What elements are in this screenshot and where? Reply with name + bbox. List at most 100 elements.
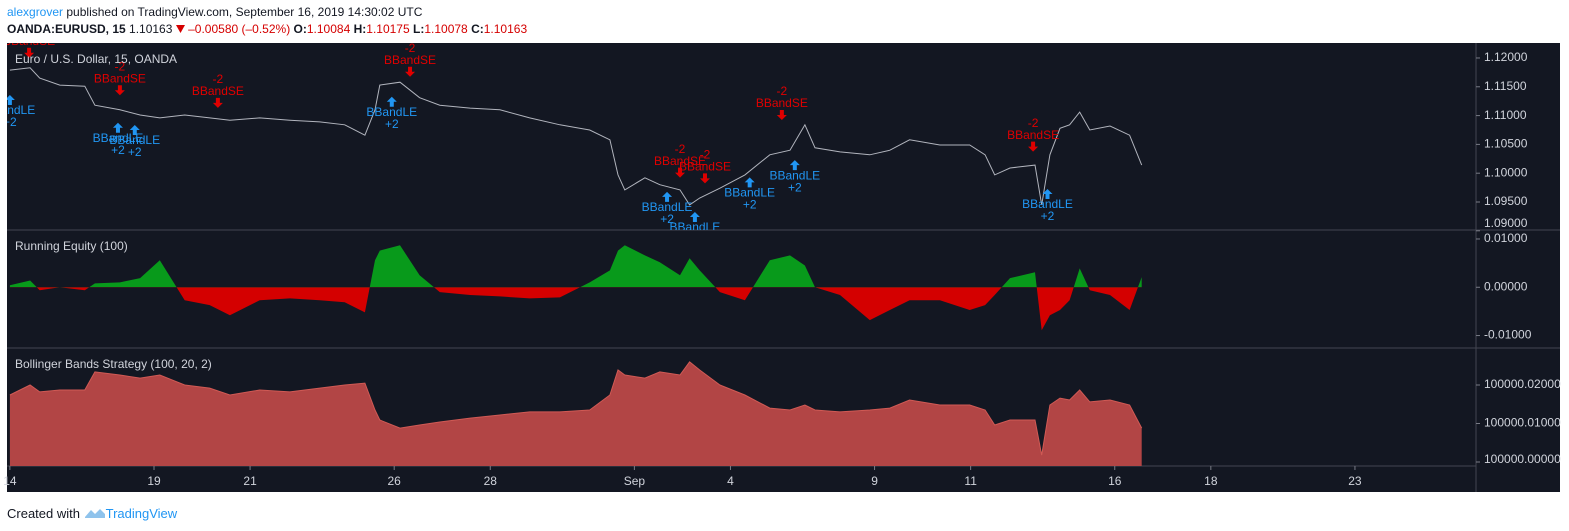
signal-qty: +2 <box>743 198 757 212</box>
signal-label: BBandLE <box>109 133 160 147</box>
y-tick-label: 1.11000 <box>1484 108 1527 122</box>
pane: BBandLE+2BBandSE-2BBandLE+2BBandSE-2BBan… <box>0 22 1143 234</box>
signal-arrow <box>675 167 686 178</box>
open: 1.10084 <box>306 22 351 36</box>
equity-negative-area <box>9 287 1142 331</box>
signal-arrow <box>1042 188 1053 199</box>
close: 1.10163 <box>483 22 528 36</box>
signal-qty: -2 <box>213 72 224 86</box>
signal-qty: +2 <box>1041 209 1055 223</box>
y-tick-label: 1.12000 <box>1484 50 1528 64</box>
price-line <box>9 67 1143 206</box>
signal-arrow <box>699 173 710 184</box>
signal-qty: +2 <box>660 212 674 226</box>
y-tick-label: 100000.00000 <box>1484 452 1561 466</box>
signal-qty: -2 <box>115 59 126 73</box>
signal-qty: -2 <box>405 41 416 55</box>
signal-arrow <box>212 97 223 108</box>
signal-arrow <box>789 160 800 171</box>
low-label: L: <box>413 22 425 36</box>
y-tick-label: 0.01000 <box>1484 231 1528 245</box>
x-tick-label: 23 <box>1348 474 1362 488</box>
x-tick-label: 4 <box>727 474 734 488</box>
signal-qty: -2 <box>700 148 711 162</box>
publish-line: alexgrover published on TradingView.com,… <box>7 5 422 19</box>
x-tick-label: 9 <box>871 474 878 488</box>
signal-arrow <box>662 191 673 202</box>
x-tick-label: 26 <box>388 474 402 488</box>
signal-arrow <box>776 109 787 120</box>
signal-arrow <box>1028 141 1039 152</box>
signal-arrow <box>386 96 397 107</box>
signal-qty: -2 <box>777 84 788 98</box>
symbol: OANDA:EURUSD, 15 <box>7 22 126 36</box>
signal-arrow <box>112 122 123 133</box>
signal-label: BBandSE <box>3 34 55 48</box>
x-tick-label: 11 <box>964 474 977 488</box>
tv-logo <box>84 509 105 518</box>
signal-label: BBandSE <box>679 160 731 174</box>
signal-qty: +2 <box>385 117 399 131</box>
signal-label: BBandSE <box>94 71 146 85</box>
signal-label: BBandSE <box>654 154 706 168</box>
signal-qty: +2 <box>128 145 142 159</box>
published-text: published on TradingView.com, September … <box>66 5 423 19</box>
signal-qty: +2 <box>3 115 17 129</box>
pane <box>9 361 1143 466</box>
signal-label: BBandSE <box>192 84 244 98</box>
last: 1.10163 <box>129 22 173 36</box>
signal-arrow <box>7 95 15 106</box>
signal-arrow <box>24 47 35 58</box>
signal-label: BBandLE <box>0 103 35 117</box>
chart: BBandLE+2BBandSE-2BBandLE+2BBandSE-2BBan… <box>0 22 1561 492</box>
signal-label: BBandLE <box>366 105 417 119</box>
signal-arrow <box>129 125 140 136</box>
pane-title: Bollinger Bands Strategy (100, 20, 2) <box>15 357 212 371</box>
user-link[interactable]: alexgrover <box>7 5 64 19</box>
equity-positive-area <box>9 245 1142 288</box>
signal-qty: -2 <box>1028 116 1039 130</box>
footer-brand[interactable]: TradingView <box>105 506 178 521</box>
y-tick-label: 1.10000 <box>1484 165 1528 179</box>
y-tick-label: 1.10500 <box>1484 137 1528 151</box>
pane <box>9 245 1142 331</box>
signal-qty: +2 <box>111 143 125 157</box>
y-tick-label: 0.00000 <box>1484 279 1528 293</box>
low: 1.10078 <box>424 22 468 36</box>
x-tick-label: 28 <box>484 474 498 488</box>
footer: Created with TradingView <box>7 506 177 521</box>
signal-label: BBandLE <box>769 168 820 182</box>
pane-title: Euro / U.S. Dollar, 15, OANDA <box>15 52 177 66</box>
y-tick-label: 1.11500 <box>1484 79 1527 93</box>
open-label: O: <box>293 22 307 36</box>
y-tick-label: 100000.02000 <box>1484 377 1561 391</box>
signal-arrow <box>689 212 700 223</box>
down-arrow <box>175 25 185 33</box>
signal-label: BBandLE <box>1022 197 1073 211</box>
high-label: H: <box>353 22 367 36</box>
y-tick-label: -0.01000 <box>1484 328 1532 342</box>
signal-label: BBandLE <box>93 131 144 145</box>
y-tick-label: 1.09000 <box>1484 216 1528 230</box>
y-tick-label: 1.09500 <box>1484 194 1528 208</box>
x-tick-label: 19 <box>147 474 161 488</box>
x-tick-label: 21 <box>243 474 257 488</box>
change: –0.00580 (–0.52%) <box>188 22 291 36</box>
signal-qty: -2 <box>24 22 35 36</box>
signal-label: BBandSE <box>756 96 808 110</box>
signal-label: BBandSE <box>1007 128 1059 142</box>
signal-label: BBandLE <box>724 186 775 200</box>
signal-label: BBandSE <box>384 53 436 67</box>
strategy-line <box>9 361 1143 456</box>
pane-title: Running Equity (100) <box>15 239 128 253</box>
signal-label: BBandLE <box>670 220 721 234</box>
high: 1.10175 <box>366 22 410 36</box>
signal-qty: +2 <box>788 180 802 194</box>
x-tick-label: Sep <box>624 474 646 488</box>
x-tick-label: 14 <box>3 474 17 488</box>
y-tick-label: 100000.01000 <box>1484 416 1561 430</box>
quote-line: OANDA:EURUSD, 15 1.10163 –0.00580 (–0.52… <box>7 22 527 36</box>
x-tick-label: 18 <box>1204 474 1218 488</box>
signal-label: BBandLE <box>642 200 693 214</box>
